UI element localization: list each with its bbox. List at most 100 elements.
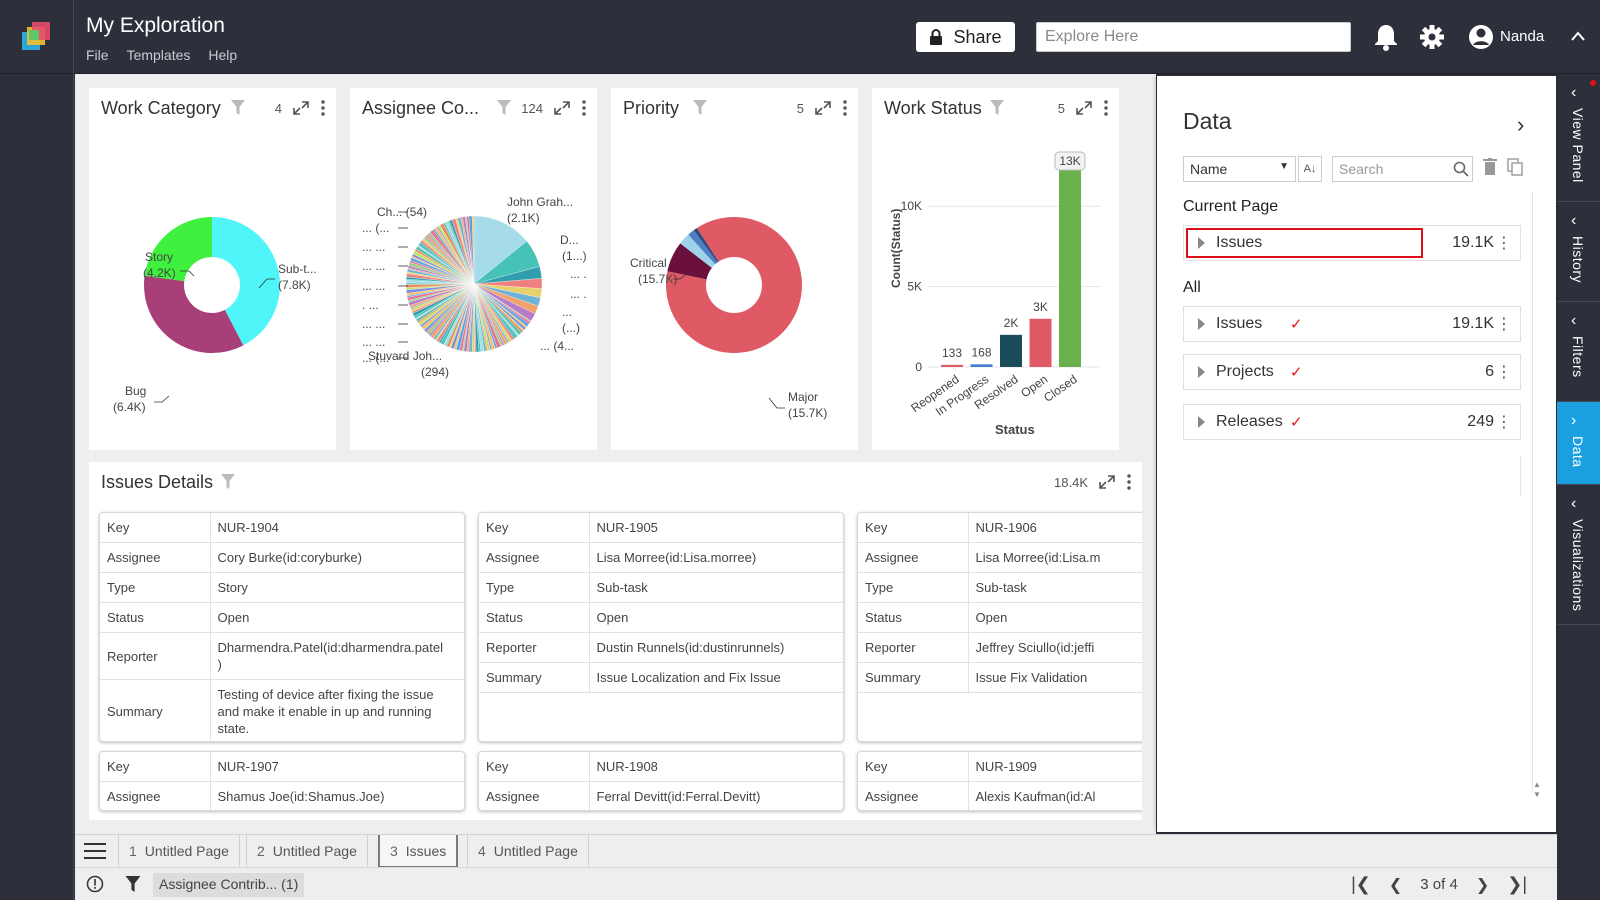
pie-value-stuvard: (294) (421, 365, 449, 379)
issue-record-card[interactable]: Key NUR-1907 Assignee Shamus Joe(id:Shamus.… (99, 751, 465, 811)
pie-slice-story[interactable] (144, 217, 212, 282)
issue-record-card[interactable]: Key NUR-1909 Assignee Alexis Kaufman(id:Al (857, 751, 1142, 811)
sort-order-icon[interactable]: A↓ (1298, 156, 1322, 182)
issue-record-card[interactable]: Key NUR-1905 Assignee Lisa Morree(id:Lisa.m… (478, 512, 844, 742)
sort-field-select[interactable]: Name ▼ (1183, 156, 1296, 182)
more-options-icon[interactable] (842, 100, 848, 116)
field-label: Type (100, 572, 211, 603)
filter-icon[interactable] (125, 876, 141, 893)
tab-history[interactable]: ‹ History (1557, 202, 1600, 302)
field-value: Open (968, 602, 1142, 633)
expand-icon[interactable] (1075, 100, 1093, 116)
assignee-pie-chart[interactable]: Ch... (54)... (...... ...... ...... ....… (350, 128, 597, 448)
issue-record-card[interactable]: Key NUR-1906 Assignee Lisa Morree(id:Lisa.m… (857, 512, 1142, 742)
tab-number: 2 (257, 843, 265, 859)
pie-slice-sub-t-[interactable] (212, 217, 280, 346)
app-logo[interactable] (0, 0, 74, 74)
more-options-icon[interactable] (320, 100, 326, 116)
filter-icon[interactable] (221, 474, 235, 490)
more-options-icon[interactable] (1126, 474, 1132, 490)
bar-closed[interactable] (1059, 158, 1081, 367)
bar-reopened[interactable] (941, 364, 963, 367)
pie-slice-other3[interactable] (693, 228, 719, 263)
page-tab-2[interactable]: 2 Untitled Page (246, 835, 368, 868)
scrollbar[interactable]: ▲ ▼ (1532, 192, 1542, 799)
expand-arrow-icon[interactable] (1198, 318, 1205, 330)
y-tick-label: 10K (901, 199, 922, 213)
hamburger-menu-icon[interactable] (84, 843, 106, 859)
active-filter-chip[interactable]: Assignee Contrib... (1) (153, 873, 305, 897)
tab-label: Issues (405, 843, 447, 859)
pie-slice-bug[interactable] (144, 275, 244, 353)
dataset-row-issues[interactable]: Issues ✓ 19.1K ⋮ (1183, 306, 1521, 342)
share-button[interactable]: Share (916, 22, 1015, 52)
user-avatar-icon[interactable] (1467, 22, 1495, 52)
next-page-icon[interactable]: ❯ (1475, 876, 1490, 894)
delete-icon[interactable] (1483, 158, 1497, 176)
bar-in-progress[interactable] (970, 364, 993, 367)
scroll-arrows-icon[interactable]: ▲ ▼ (1533, 780, 1541, 799)
page-tab-1[interactable]: 1 Untitled Page (118, 835, 240, 868)
priority-pie-chart[interactable]: Critical (15.7K) Major (15.7K) (611, 128, 858, 448)
dataset-row-projects[interactable]: Projects ✓ 6 ⋮ (1183, 354, 1521, 390)
pie-label: (...) (562, 321, 580, 335)
search-icon[interactable] (1453, 161, 1469, 177)
more-options-icon[interactable] (1103, 100, 1109, 116)
expand-arrow-icon[interactable] (1198, 366, 1205, 378)
more-options-icon[interactable]: ⋮ (1496, 414, 1512, 431)
pie-slice-major[interactable] (666, 217, 802, 353)
pie-slice[interactable] (471, 215, 475, 285)
bar-resolved[interactable] (1000, 334, 1022, 367)
pie-slice-other1[interactable] (680, 234, 716, 268)
current-issues-row[interactable]: Issues 19.1K ⋮ (1183, 225, 1521, 261)
collapse-chevron-icon[interactable] (1570, 30, 1586, 42)
expand-icon[interactable] (1098, 474, 1116, 490)
issue-record-card[interactable]: Key NUR-1904 Assignee Cory Burke(id:corybur… (99, 512, 465, 742)
chevron-right-icon[interactable]: › (1517, 112, 1525, 137)
record-field-row: Reporter Dharmendra.Patel(id:dharmendra.p… (100, 632, 464, 680)
page-tab-4[interactable]: 4 Untitled Page (467, 835, 589, 868)
user-name[interactable]: Nanda (1500, 28, 1545, 45)
more-options-icon[interactable]: ⋮ (1496, 364, 1512, 381)
tab-filters[interactable]: ‹ Filters (1557, 302, 1600, 402)
data-search-input[interactable] (1332, 156, 1473, 182)
gear-icon[interactable] (1418, 22, 1446, 52)
expand-icon[interactable] (814, 100, 832, 116)
record-field-row: Status Open (858, 602, 1142, 633)
menu-templates[interactable]: Templates (126, 47, 191, 63)
bell-icon[interactable] (1372, 22, 1400, 52)
expand-icon[interactable] (553, 100, 571, 116)
filter-icon[interactable] (990, 100, 1004, 116)
pie-slice[interactable] (473, 215, 527, 285)
tab-data[interactable]: › Data (1557, 402, 1600, 485)
tab-visualizations[interactable]: ‹ Visualizations (1557, 485, 1600, 625)
tab-view-panel[interactable]: ‹ View Panel (1557, 74, 1600, 202)
filter-icon[interactable] (693, 100, 707, 116)
issue-record-card[interactable]: Key NUR-1908 Assignee Ferral Devitt(id:Ferr… (478, 751, 844, 811)
copy-icon[interactable] (1507, 158, 1523, 176)
filter-icon[interactable] (231, 100, 245, 116)
filter-icon[interactable] (497, 100, 512, 116)
dataset-row-releases[interactable]: Releases ✓ 249 ⋮ (1183, 404, 1521, 440)
expand-arrow-icon[interactable] (1198, 237, 1205, 249)
last-page-icon[interactable]: ❯| (1507, 874, 1527, 894)
work-category-pie-chart[interactable]: Story (4.2K) Sub-t... (7.8K) Bug (6.4K) (89, 128, 336, 448)
pie-slice-other2[interactable] (688, 230, 718, 265)
more-options-icon[interactable]: ⋮ (1496, 235, 1512, 252)
expand-arrow-icon[interactable] (1198, 416, 1205, 428)
more-options-icon[interactable]: ⋮ (1496, 316, 1512, 333)
expand-icon[interactable] (292, 100, 310, 116)
bar-open[interactable] (1029, 318, 1052, 367)
menu-file[interactable]: File (86, 47, 109, 63)
more-options-icon[interactable] (581, 100, 587, 116)
page-tab-3[interactable]: 3 Issues (378, 835, 459, 868)
prev-page-icon[interactable]: ❮ (1388, 876, 1403, 894)
explore-input[interactable] (1036, 22, 1351, 52)
menu-help[interactable]: Help (208, 47, 238, 63)
card-title: Priority (623, 98, 680, 118)
first-page-icon[interactable]: |❮ (1351, 874, 1371, 894)
record-field-row: Status Open (100, 602, 464, 633)
info-icon[interactable] (86, 875, 104, 893)
pie-slice-critical[interactable] (667, 243, 712, 280)
